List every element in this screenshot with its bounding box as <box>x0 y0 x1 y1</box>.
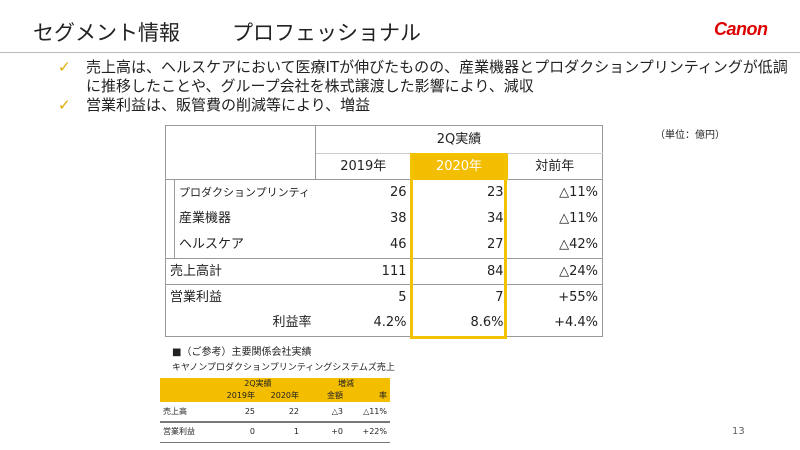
table-cell: 22 <box>288 406 299 416</box>
table-cell: 2020年 <box>270 391 299 400</box>
table-cell: 0 <box>249 427 255 437</box>
page-title: セグメント情報 <box>33 21 180 45</box>
table-row: 利益率 4.2% 8.6% +4.4% <box>165 310 604 337</box>
table-cell: プロダクションプリンティング <box>174 180 312 206</box>
table-cell: 34 <box>486 211 504 226</box>
table-cell: △11% <box>507 206 604 232</box>
table-cell: 4.2% <box>373 315 407 331</box>
header-divider <box>0 52 800 53</box>
table-cell: 23 <box>486 184 504 200</box>
unit-label: （単位：億円） <box>655 130 725 141</box>
reference-title: ■（ご参考）主要関係会社実績 <box>172 347 312 358</box>
table-cell: 5 <box>398 289 407 305</box>
table-cell: 売上高 <box>163 406 187 416</box>
table-row: プロダクションプリンティング 26 23△11% <box>165 179 604 206</box>
table-cell: +55% <box>507 284 604 311</box>
checkmark-icon: ✓ <box>58 96 71 114</box>
table-cell: 26 <box>389 185 407 200</box>
table-cell: 2019年 <box>226 391 255 400</box>
table-cell: △11% <box>507 179 604 206</box>
canon-logo: Canon <box>714 19 768 39</box>
col-2020: 2020年 <box>410 153 508 180</box>
bullet-1: 売上高は、ヘルスケアにおいて医療ITが伸びたものの、産業機器とプロダクションプリ… <box>86 58 788 76</box>
table-cell: 売上高計 <box>165 258 316 285</box>
table-cell: △24% <box>507 258 604 285</box>
table-cell: 産業機器 <box>174 206 312 232</box>
table-cell: △3 <box>331 406 343 416</box>
table-cell: △42% <box>507 232 604 259</box>
table-cell: +4.4% <box>507 310 604 337</box>
table-cell: 7 <box>495 289 504 305</box>
table-row: 営業利益 0 1 +0 +22% <box>160 422 390 442</box>
table-cell: 2Q実績 <box>244 379 272 388</box>
col-2019: 2019年 <box>315 153 411 180</box>
table-row: 産業機器 38 34 △11% <box>165 206 604 232</box>
table-cell: ヘルスケア <box>174 232 312 258</box>
table-row: 売上高計 111 84 △24% <box>165 258 604 285</box>
reference-subtitle: キヤノンプロダクションプリンティングシステムズ売上 <box>172 363 395 373</box>
table-cell: +0 <box>331 427 343 437</box>
table-cell: 利益率 <box>165 310 316 337</box>
table-cell: 25 <box>244 406 255 416</box>
col-yoy: 対前年 <box>507 153 604 180</box>
group-header: 2Q実績 <box>314 125 604 154</box>
table-row: 営業利益 5 7 +55% <box>165 284 604 311</box>
table-cell: 111 <box>381 263 407 279</box>
table-row: 売上高 25 22 △3 △11% <box>160 402 390 422</box>
page-subtitle: プロフェッショナル <box>232 21 421 45</box>
reference-table: 2Q実績 増減 2019年 2020年 金額 率 売上高 25 22 △3 △11% 営業利益 0… <box>160 378 390 443</box>
table-cell: 率 <box>379 391 387 400</box>
table-cell: 営業利益 <box>165 284 316 311</box>
table-cell: 38 <box>389 211 407 226</box>
table-cell: △11% <box>363 406 387 416</box>
bullet-1-cont: に推移したことや、グループ会社を株式譲渡した影響により、減収 <box>86 77 534 95</box>
table-cell: 金額 <box>327 391 343 400</box>
bullet-2: 営業利益は、販管費の削減等により、増益 <box>86 96 371 114</box>
checkmark-icon: ✓ <box>58 58 71 76</box>
table-cell: 8.6% <box>470 315 504 331</box>
table-cell: 1 <box>293 427 299 437</box>
table-cell: 増減 <box>338 379 354 388</box>
page-number: 13 <box>732 426 745 437</box>
table-cell: +22% <box>362 427 387 437</box>
table-row: ヘルスケア 46 27 △42% <box>165 232 604 259</box>
table-cell: 営業利益 <box>163 427 195 437</box>
table-cell: 84 <box>486 263 504 279</box>
table-cell: 27 <box>486 237 504 252</box>
table-cell: 46 <box>389 237 407 252</box>
